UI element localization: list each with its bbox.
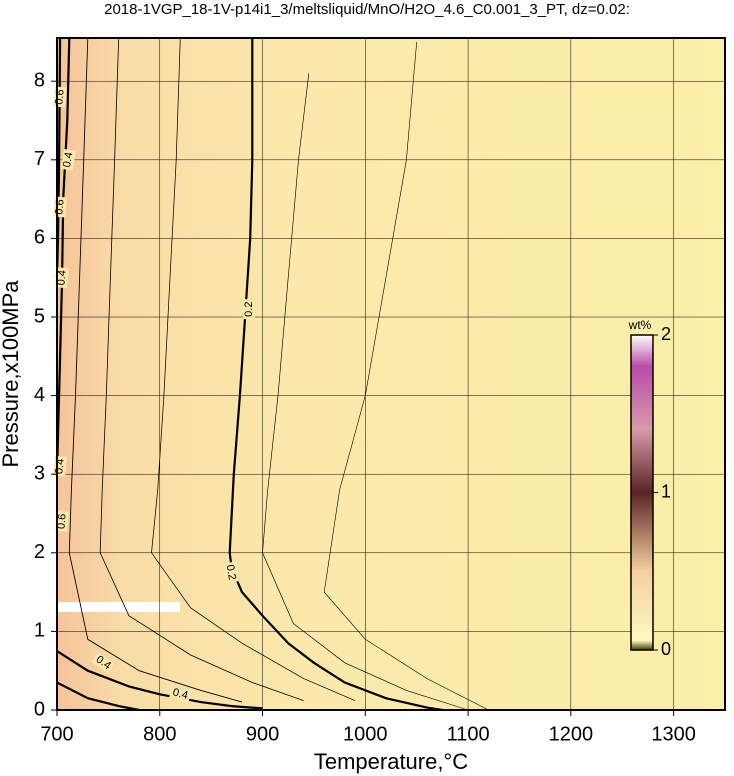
contour-line (68, 37, 243, 703)
y-tick-label: 7 (34, 148, 45, 170)
y-tick-label: 2 (34, 541, 45, 563)
y-tick-label: 4 (34, 384, 45, 406)
x-tick-label: 800 (143, 723, 176, 745)
contour (99, 37, 304, 701)
contour (262, 73, 469, 711)
contour-label-bg (169, 685, 192, 703)
y-axis-label: Pressure,x100MPa (0, 280, 23, 468)
plot-background (57, 38, 725, 710)
data-gap (57, 602, 180, 612)
colorbar-label: wt% (628, 318, 652, 332)
contour-label: 0.6 (53, 89, 66, 105)
colorbar-tick-label: 1 (661, 481, 671, 501)
x-tick-label: 1300 (651, 723, 696, 745)
contour-line (323, 41, 489, 711)
x-tick-label: 700 (40, 723, 73, 745)
x-tick-label: 1000 (343, 723, 388, 745)
chart-title: 2018-1VGP_18-1V-p14i1_3/meltsliquid/MnO/… (104, 1, 630, 18)
colorbar-tick-label: 0 (661, 639, 671, 659)
contour-label: 0.4 (53, 458, 66, 474)
contour-line (262, 73, 469, 711)
y-tick-label: 3 (34, 462, 45, 484)
contour-label-bg (223, 561, 239, 584)
y-tick-label: 5 (34, 305, 45, 327)
contour-label: 0.4 (61, 151, 75, 168)
contour-label: 0.2 (224, 564, 238, 581)
contour (68, 37, 243, 703)
x-axis-label: Temperature,°C (314, 749, 468, 774)
y-tick-label: 1 (34, 620, 45, 642)
contour-label-bg (91, 652, 115, 674)
y-tick-label: 8 (34, 70, 45, 92)
contour-label: 0.4 (171, 686, 189, 702)
y-tick-label: 0 (34, 698, 45, 720)
contour-label-bg (55, 510, 69, 532)
contour (151, 37, 356, 701)
contour (323, 41, 489, 711)
contour-label: 0.4 (55, 270, 68, 286)
contour-label: 0.6 (55, 513, 68, 529)
x-tick-label: 1100 (447, 723, 490, 745)
plot-frame (56, 37, 726, 711)
colorbar-tick-label: 2 (661, 324, 671, 344)
contour-label: 0.2 (243, 302, 255, 317)
contour-label-bg (60, 148, 76, 171)
x-tick-label: 900 (246, 723, 279, 745)
colorbar (630, 334, 654, 651)
contour-line (151, 37, 356, 701)
x-tick-label: 1200 (549, 723, 594, 745)
contour-label-bg (55, 267, 69, 289)
y-tick-label: 6 (34, 227, 45, 249)
contour-line (99, 37, 304, 701)
contour-label-bg (243, 299, 256, 320)
contour-label: 0.6 (53, 199, 66, 215)
